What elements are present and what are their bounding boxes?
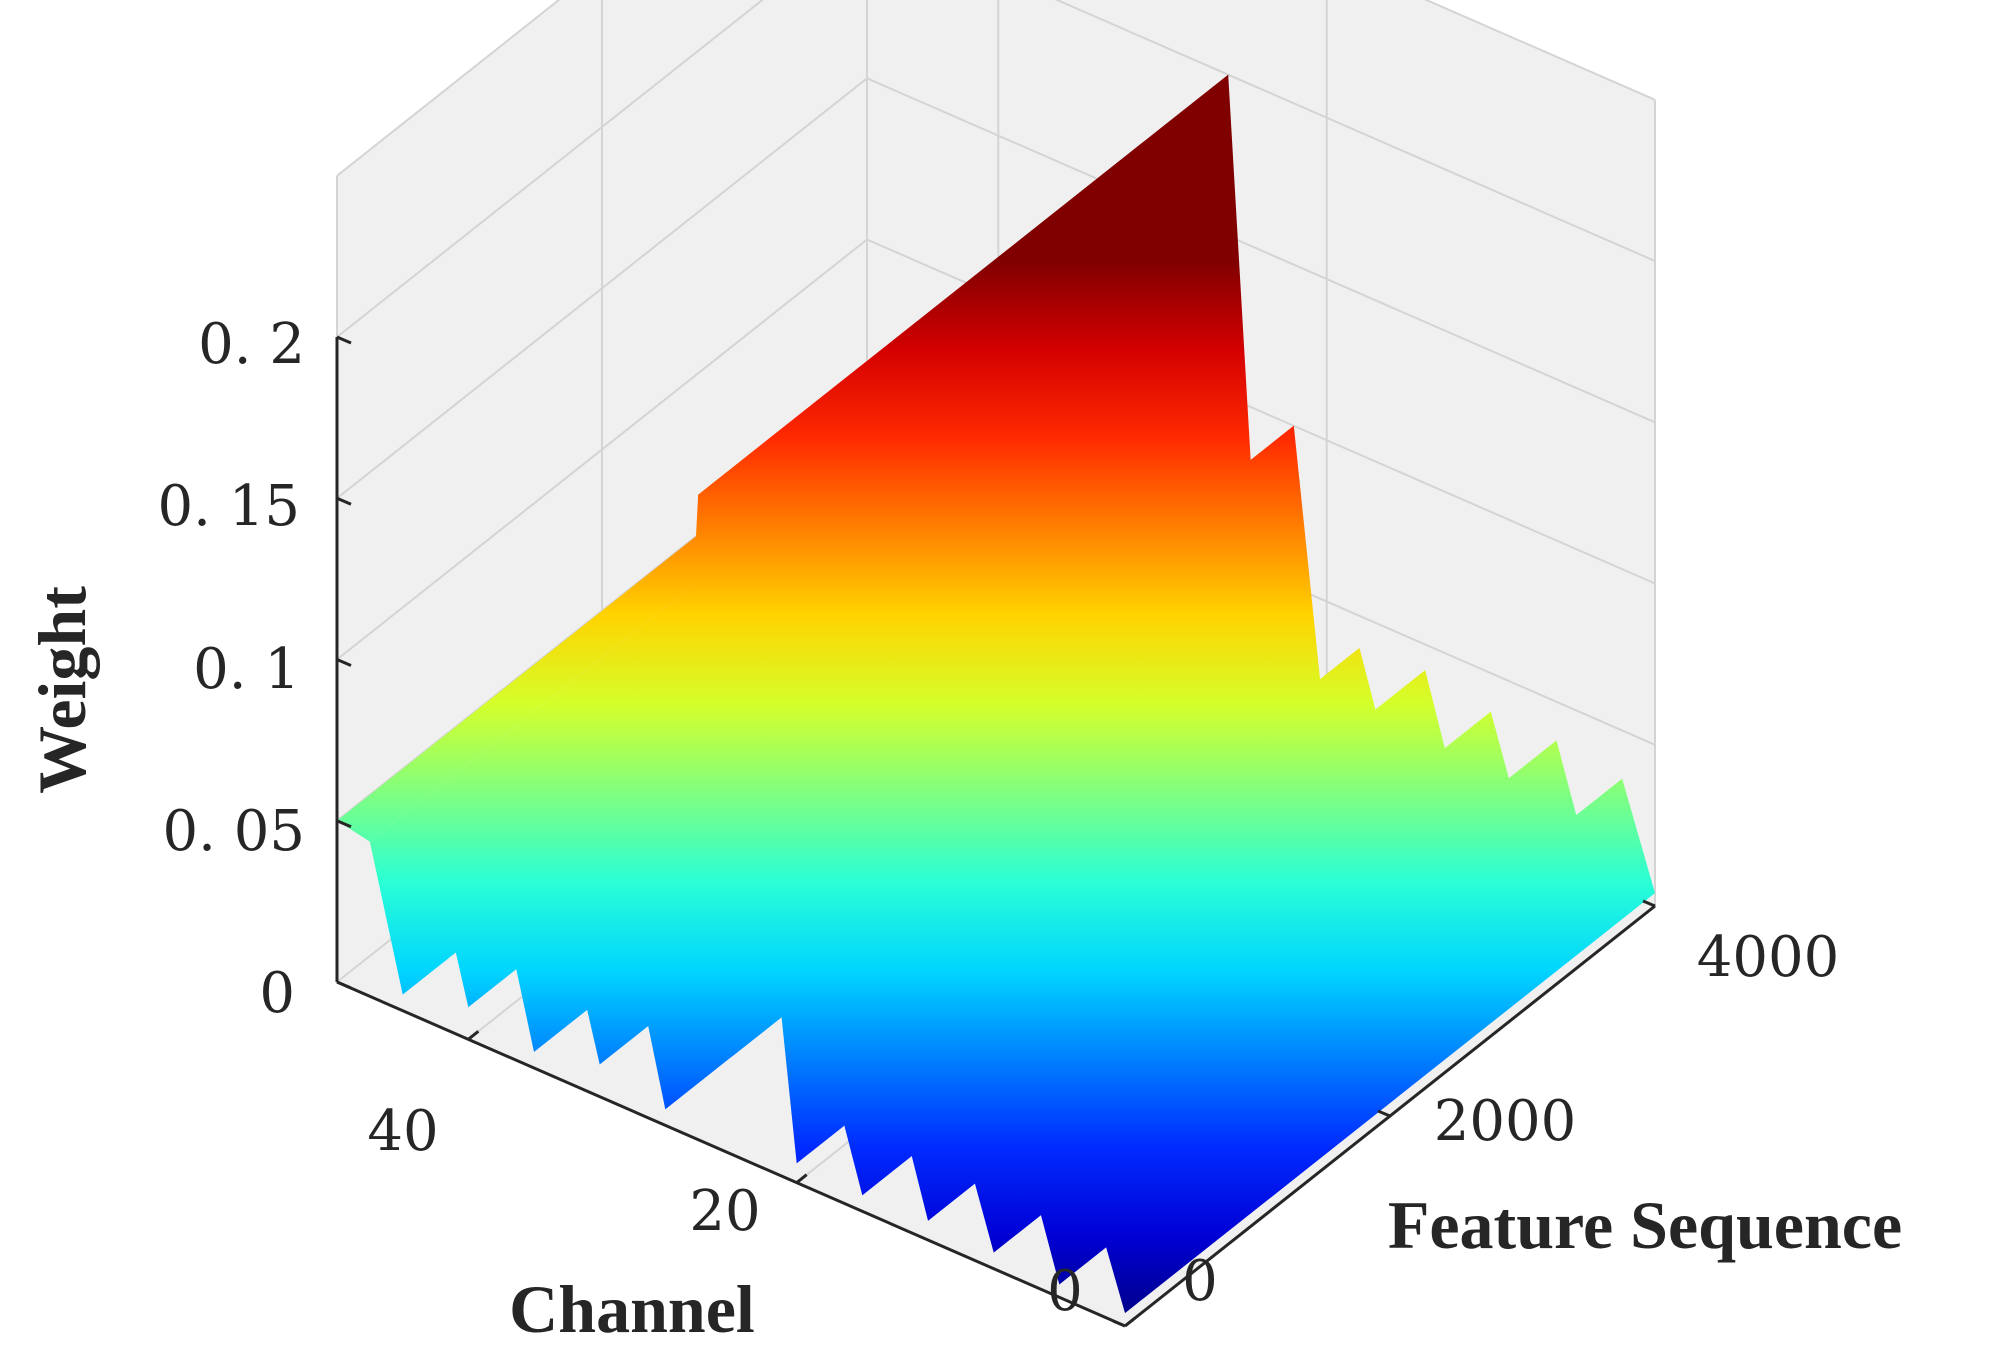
weight-tick	[336, 819, 352, 829]
y-tick-label: 4000	[1697, 925, 1840, 990]
z-tick-label: 0. 15	[158, 474, 301, 539]
weight-tick	[336, 335, 352, 345]
axes-labels: 0 0. 05 0. 1 0. 15 0. 2 0 20 40 0 2000 4…	[24, 312, 1902, 1347]
axes-front-lines	[335, 335, 1656, 1328]
channel-tick	[795, 1173, 808, 1184]
feature-tick	[1377, 1109, 1391, 1118]
weight-tick	[336, 658, 352, 667]
z-axis-title: Weight	[24, 586, 100, 794]
x-tick-label: 0	[1047, 1259, 1083, 1324]
feature-tick	[1112, 1319, 1126, 1328]
surface-strip	[1092, 778, 1655, 1314]
channel-tick	[467, 1030, 480, 1041]
channel-tick	[1124, 1316, 1136, 1328]
weight-tick	[336, 980, 352, 990]
grid-line	[336, 0, 1656, 338]
surface	[337, 74, 1655, 1314]
weight-tick	[336, 496, 352, 506]
grid-line	[336, 0, 1656, 177]
x-tick-label: 40	[367, 1099, 438, 1164]
y-tick-label: 0	[1182, 1249, 1218, 1314]
x-tick-label: 20	[689, 1179, 760, 1244]
x-axis-title: Channel	[509, 1271, 755, 1347]
surface-strip	[763, 425, 1327, 1164]
z-tick-label: 0. 2	[198, 312, 305, 377]
z-tick-label: 0. 1	[193, 637, 300, 702]
y-tick-label: 2000	[1434, 1089, 1577, 1154]
z-tick-label: 0	[259, 961, 295, 1026]
feature-tick	[1642, 899, 1656, 908]
y-axis-title: Feature Sequence	[1388, 1187, 1902, 1263]
z-tick-label: 0. 05	[163, 799, 306, 864]
